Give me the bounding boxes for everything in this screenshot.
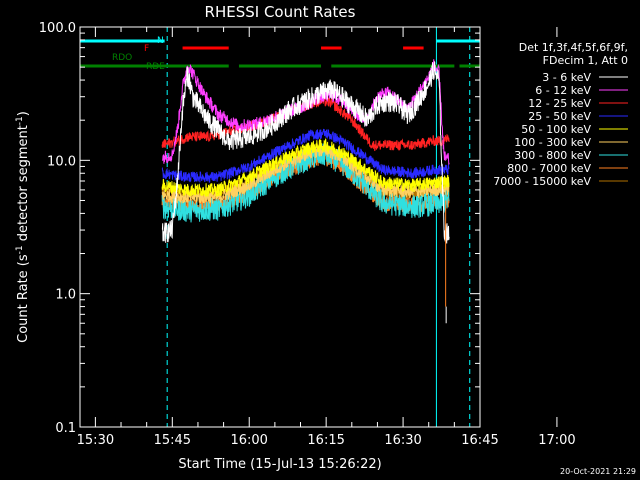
y-axis-label: Count Rate (s-1 detector segment-1) [15, 111, 31, 343]
chart-title: RHESSI Count Rates [205, 3, 356, 21]
x-tick-label: 15:30 [77, 433, 114, 448]
x-tick-label: 16:00 [230, 433, 267, 448]
x-tick-label: 16:30 [384, 433, 421, 448]
legend-entry-label: 25 - 50 keV [528, 110, 591, 123]
plot-area: NF RDO RDE [79, 27, 480, 427]
legend-entry-label: 50 - 100 keV [521, 123, 591, 136]
legend-entry-label: 12 - 25 keV [528, 97, 591, 110]
y-tick-label: 1.0 [55, 288, 76, 303]
series-line [161, 61, 450, 244]
x-tick-label: 16:15 [307, 433, 344, 448]
series-line [161, 137, 450, 197]
legend-entry-label: 6 - 12 keV [535, 84, 591, 97]
legend-entry-label: 100 - 300 keV [514, 136, 591, 149]
x-axis-ticks: 15:30 15:45 16:00 16:15 16:30 16:45 17:00 [77, 27, 576, 448]
x-axis-label: Start Time (15-Jul-13 15:26:22) [178, 457, 381, 472]
y-tick-label: 10.0 [47, 154, 76, 169]
y-axis-label-part: ) [16, 111, 31, 116]
y-axis-label-sup: -1 [15, 116, 25, 125]
legend-entry-label: 300 - 800 keV [514, 149, 591, 162]
x-tick-label: 16:45 [461, 433, 498, 448]
x-tick-label: 17:00 [538, 433, 575, 448]
state-label-rde: RDE [146, 62, 165, 72]
legend-header-line: FDecim 1, Att 0 [543, 54, 628, 67]
legend: Det 1f,3f,4f,5f,6f,9f, FDecim 1, Att 0 3… [493, 41, 628, 188]
legend-header-line: Det 1f,3f,4f,5f,6f,9f, [519, 41, 628, 54]
y-axis-label-part: Count Rate (s [16, 254, 31, 343]
y-axis-label-sup: -1 [15, 245, 25, 254]
plot-frame [79, 26, 481, 428]
state-label-f: F [144, 44, 149, 54]
footer-timestamp: 20-Oct-2021 21:29 [560, 467, 636, 476]
state-label-rdo: RDO [112, 53, 132, 63]
x-tick-label: 15:45 [154, 433, 191, 448]
y-axis-label-part: detector segment [16, 125, 31, 245]
legend-entry-label: 800 - 7000 keV [507, 162, 591, 175]
series-line [161, 128, 450, 184]
legend-entry-label: 3 - 6 keV [542, 71, 591, 84]
y-axis-ticks: 0.1 1.0 10.0 100.0 [39, 21, 480, 436]
series-line [161, 95, 450, 152]
y-tick-label: 0.1 [55, 421, 76, 436]
y-tick-label: 100.0 [39, 21, 76, 36]
state-label-n: N [157, 36, 164, 46]
legend-entry-label: 7000 - 15000 keV [493, 175, 591, 188]
